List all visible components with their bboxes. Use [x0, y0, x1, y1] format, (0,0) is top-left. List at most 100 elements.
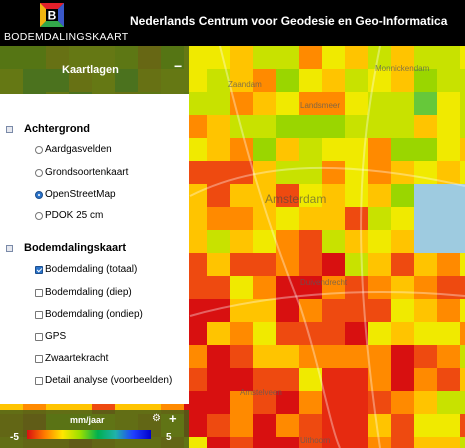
radio-aardgasvelden[interactable]: Aardgasvelden — [35, 144, 112, 155]
heatmap-cell — [345, 299, 368, 322]
collapse-panel-button[interactable]: − — [174, 58, 183, 74]
place-label-uithoorn: Uithoorn — [300, 436, 331, 445]
heatmap-cell — [414, 345, 437, 368]
heatmap-cell — [253, 391, 276, 414]
heatmap-cell — [460, 368, 465, 391]
heatmap-cell — [414, 253, 437, 276]
heatmap-cell — [184, 207, 207, 230]
heatmap-cell — [460, 230, 465, 253]
heatmap-cell — [391, 115, 414, 138]
heatmap-cell — [230, 276, 253, 299]
heatmap-cell — [207, 69, 230, 92]
plus-icon[interactable]: + — [169, 411, 177, 426]
heatmap-cell — [230, 253, 253, 276]
place-label-landsmeer: Landsmeer — [300, 101, 341, 110]
section-toggle-icon[interactable] — [6, 125, 13, 133]
heatmap-cell — [414, 414, 437, 437]
heatmap-cell — [253, 437, 276, 448]
radio-button[interactable] — [35, 168, 43, 177]
heatmap-cell — [322, 161, 345, 184]
checkbox[interactable] — [35, 288, 43, 297]
section-achtergrond[interactable]: Achtergrond — [6, 123, 90, 135]
radio-openstreetmap[interactable]: OpenStreetMap — [35, 189, 116, 200]
heatmap-cell — [368, 138, 391, 161]
heatmap-cell — [207, 299, 230, 322]
section-toggle-icon[interactable] — [6, 244, 13, 252]
heatmap-cell — [207, 92, 230, 115]
heatmap-cell — [391, 69, 414, 92]
heatmap-cell — [230, 391, 253, 414]
heatmap-cell — [230, 115, 253, 138]
heatmap-cell — [299, 207, 322, 230]
heatmap-cell — [184, 230, 207, 253]
heatmap-cell — [207, 230, 230, 253]
heatmap-cell — [345, 69, 368, 92]
checkbox-bodemdaling-totaal[interactable]: Bodemdaling (totaal) — [35, 264, 137, 275]
heatmap-cell — [253, 161, 276, 184]
option-label: OpenStreetMap — [45, 189, 116, 200]
heatmap-cell — [322, 368, 345, 391]
logo-text: BODEMDALINGSKAART — [4, 31, 129, 43]
heatmap-cell — [184, 138, 207, 161]
heatmap-cell — [230, 230, 253, 253]
heatmap-cell — [437, 322, 460, 345]
heatmap-cell — [368, 345, 391, 368]
heatmap-cell — [345, 46, 368, 69]
page-title: Nederlands Centrum voor Geodesie en Geo-… — [130, 14, 448, 28]
heatmap-cell — [299, 184, 322, 207]
heatmap-cell — [299, 138, 322, 161]
gear-icon[interactable]: ⚙ — [152, 413, 161, 424]
heatmap-cell — [184, 184, 207, 207]
heatmap-cell — [368, 115, 391, 138]
heatmap-cell — [276, 46, 299, 69]
section-bodemdalingskaart[interactable]: Bodemdalingskaart — [6, 242, 126, 254]
heatmap-cell — [345, 368, 368, 391]
radio-grondsoortenkaart[interactable]: Grondsoortenkaart — [35, 167, 128, 178]
heatmap-cell — [322, 345, 345, 368]
heatmap-cell — [184, 368, 207, 391]
heatmap-cell — [207, 207, 230, 230]
checkbox-detail-analyse[interactable]: Detail analyse (voorbeelden) — [35, 375, 172, 386]
heatmap-cell — [276, 253, 299, 276]
checkbox[interactable] — [35, 354, 43, 363]
checkbox-bodemdaling-diep[interactable]: Bodemdaling (diep) — [35, 287, 132, 298]
heatmap-cell — [230, 46, 253, 69]
radio-button-selected[interactable] — [35, 190, 43, 199]
heatmap-cell — [345, 414, 368, 437]
heatmap-cell — [230, 437, 253, 448]
checkbox-bodemdaling-ondiep[interactable]: Bodemdaling (ondiep) — [35, 309, 143, 320]
heatmap-cell — [460, 276, 465, 299]
checkbox-checked[interactable] — [35, 265, 43, 274]
heatmap-cell — [368, 253, 391, 276]
heatmap-cell — [230, 414, 253, 437]
heatmap-cell — [391, 138, 414, 161]
heatmap-cell — [253, 138, 276, 161]
heatmap-cell — [299, 92, 322, 115]
heatmap-cell — [207, 276, 230, 299]
heatmap-cell — [276, 161, 299, 184]
heatmap-cell — [437, 92, 460, 115]
checkbox-zwaartekracht[interactable]: Zwaartekracht — [35, 353, 108, 364]
checkbox[interactable] — [35, 376, 43, 385]
heatmap-cell — [391, 299, 414, 322]
checkbox[interactable] — [35, 332, 43, 341]
heatmap-cell — [276, 414, 299, 437]
heatmap-cell — [207, 138, 230, 161]
heatmap-cell — [253, 184, 276, 207]
radio-button[interactable] — [35, 145, 43, 154]
heatmap-cell — [345, 207, 368, 230]
heatmap-cell — [322, 69, 345, 92]
radio-pdok[interactable]: PDOK 25 cm — [35, 210, 103, 221]
heatmap-cell — [207, 184, 230, 207]
radio-button[interactable] — [35, 211, 43, 220]
heatmap-cell — [460, 161, 465, 184]
heatmap-cell — [276, 230, 299, 253]
heatmap-cell — [460, 414, 465, 437]
heatmap-cell — [207, 322, 230, 345]
heatmap-cell — [391, 345, 414, 368]
heatmap-cell — [414, 161, 437, 184]
heatmap-cell — [414, 391, 437, 414]
checkbox-gps[interactable]: GPS — [35, 331, 66, 342]
checkbox[interactable] — [35, 310, 43, 319]
heatmap-cell — [322, 391, 345, 414]
